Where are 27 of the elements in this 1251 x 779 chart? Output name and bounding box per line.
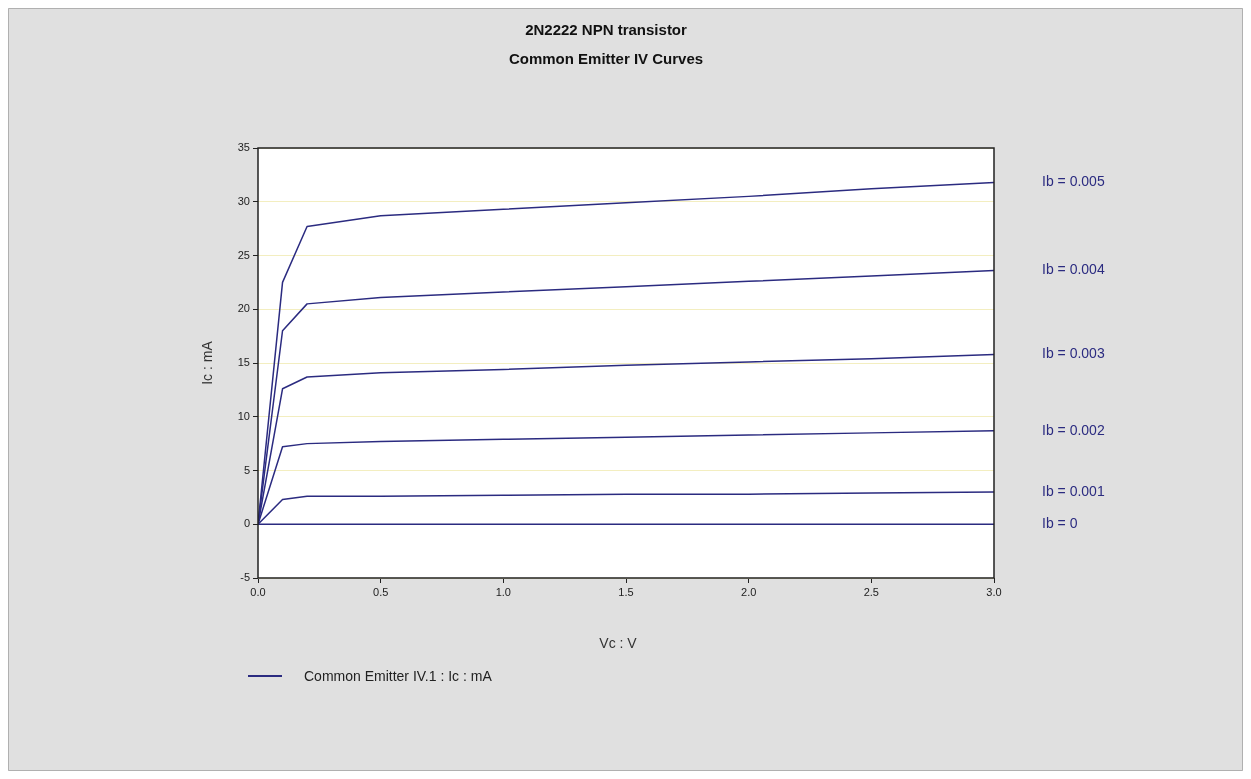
y-tick-label: 35 xyxy=(237,141,250,154)
text: Ib = 0.002 xyxy=(1042,421,1105,438)
text: Ib = 0.003 xyxy=(1042,345,1105,362)
chart-title: 2N2222 NPN transistor xyxy=(525,21,688,39)
text: Ib = 0 xyxy=(1042,515,1078,532)
y-tick-label: 20 xyxy=(237,302,250,315)
x-tick-label: 1.5 xyxy=(618,585,634,598)
x-tick-label: 2.0 xyxy=(741,585,757,598)
x-axis-title: Vc : V xyxy=(599,634,638,651)
x-tick-label: 2.5 xyxy=(863,585,879,598)
y-tick-label: 0 xyxy=(243,517,250,530)
y-axis-title: Ic : mA xyxy=(198,340,215,385)
legend-title: Common Emitter IV.1 : Ic : mA xyxy=(304,668,492,684)
x-tick-label: 1.0 xyxy=(495,585,511,598)
y-tick-label: 5 xyxy=(243,463,250,476)
y-tick-label: 10 xyxy=(237,409,250,422)
text: Ib = 0.001 xyxy=(1042,482,1105,499)
x-tick-label: 0.5 xyxy=(373,585,389,598)
text: Ib = 0.005 xyxy=(1042,173,1105,190)
chart-subtitle: Common Emitter IV Curves xyxy=(508,50,704,68)
y-tick-label: -5 xyxy=(240,571,250,584)
y-tick-label: 25 xyxy=(237,248,250,261)
x-tick-label: 0.0 xyxy=(250,585,266,598)
x-tick-label: 3.0 xyxy=(986,585,1002,598)
y-tick-label: 15 xyxy=(237,356,250,369)
y-tick-label: 30 xyxy=(237,194,250,207)
text: Ib = 0.004 xyxy=(1042,261,1105,278)
